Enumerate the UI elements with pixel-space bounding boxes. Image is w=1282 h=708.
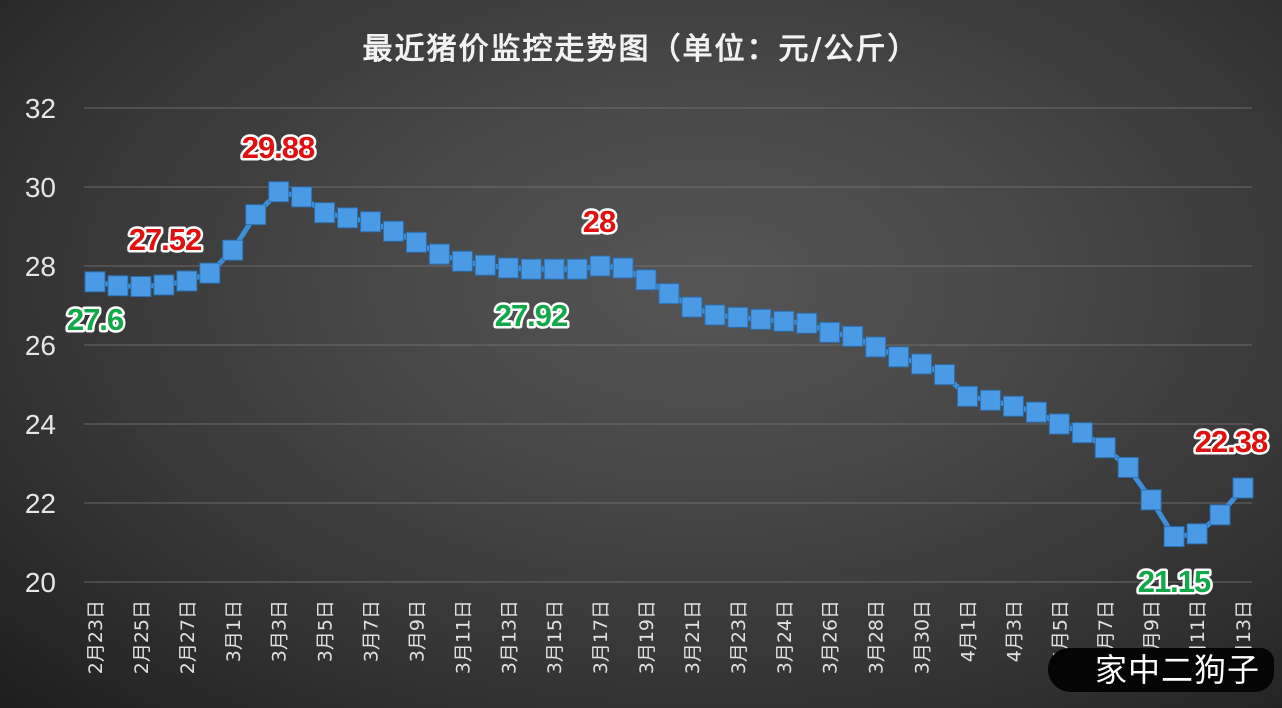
gridlines xyxy=(84,107,1252,583)
data-point-marker xyxy=(1163,526,1185,548)
data-point-marker xyxy=(635,269,657,291)
x-tick-label: 4月7日 xyxy=(1095,600,1117,662)
x-tick-label: 3月7日 xyxy=(361,600,383,662)
data-point-marker xyxy=(199,262,221,284)
data-point-marker xyxy=(107,275,129,297)
x-tick-label: 3月15日 xyxy=(544,600,566,674)
data-point-marker xyxy=(681,296,703,318)
data-point-marker xyxy=(1209,504,1231,526)
data-point-marker xyxy=(451,250,473,272)
high-value-label: 27.52 xyxy=(129,222,202,257)
data-point-marker xyxy=(1117,456,1139,478)
watermark: 家中二狗子 xyxy=(1048,648,1274,692)
data-point-marker xyxy=(314,202,336,224)
x-tick-label: 3月1日 xyxy=(223,600,245,662)
x-tick-label: 2月25日 xyxy=(131,600,153,674)
x-tick-label: 4月9日 xyxy=(1141,600,1163,662)
data-point-marker xyxy=(1232,477,1254,499)
x-tick-label: 4月3日 xyxy=(1003,600,1025,662)
x-tick-label: 2月23日 xyxy=(85,600,107,674)
data-point-marker xyxy=(911,353,933,375)
y-tick-label: 24 xyxy=(25,409,56,440)
data-point-marker xyxy=(819,321,841,343)
data-point-marker xyxy=(796,312,818,334)
data-point-marker xyxy=(497,257,519,279)
data-point-marker xyxy=(268,181,290,203)
data-point-marker xyxy=(474,254,496,276)
high-value-label: 29.88 xyxy=(242,130,315,165)
data-point-marker xyxy=(337,207,359,229)
x-axis-ticks: 2月23日 2月25日 2月27日 3月1日 3月3日 3月5日 3月7日 3月9日 3月11日… xyxy=(85,600,1255,674)
data-point-marker xyxy=(405,231,427,253)
data-point-marker xyxy=(360,211,382,233)
x-tick-label: 3月13日 xyxy=(498,600,520,674)
x-tick-label: 2月27日 xyxy=(177,600,199,674)
y-tick-label: 28 xyxy=(25,251,56,282)
data-point-marker xyxy=(589,255,611,277)
chart-title: 最近猪价监控走势图（单位：元/公斤） xyxy=(362,32,920,67)
data-point-marker xyxy=(865,336,887,358)
data-point-marker xyxy=(727,306,749,328)
data-markers xyxy=(84,181,1254,548)
y-tick-label: 20 xyxy=(25,567,56,598)
data-point-marker xyxy=(704,304,726,326)
data-point-marker xyxy=(520,258,542,280)
x-tick-label: 3月11日 xyxy=(452,600,474,674)
x-tick-label: 3月21日 xyxy=(682,600,704,674)
data-point-marker xyxy=(291,186,313,208)
data-point-marker xyxy=(956,385,978,407)
x-tick-label: 3月28日 xyxy=(866,600,888,674)
data-point-marker xyxy=(130,276,152,298)
data-point-marker xyxy=(750,308,772,330)
y-tick-label: 22 xyxy=(25,488,56,519)
x-tick-label: 3月26日 xyxy=(820,600,842,674)
data-point-marker xyxy=(612,257,634,279)
data-point-marker xyxy=(428,243,450,265)
data-point-marker xyxy=(1186,523,1208,545)
y-tick-label: 32 xyxy=(25,93,56,124)
data-point-marker xyxy=(1002,395,1024,417)
low-value-label: 21.15 xyxy=(1138,564,1211,599)
data-point-marker xyxy=(566,258,588,280)
x-tick-label: 3月30日 xyxy=(912,600,934,674)
price-line xyxy=(94,189,1245,540)
y-tick-label: 30 xyxy=(25,172,56,203)
x-tick-label: 3月23日 xyxy=(728,600,750,674)
low-value-label: 27.92 xyxy=(495,298,568,333)
data-point-marker xyxy=(934,364,956,386)
y-axis-ticks: 20 22 24 26 28 30 32 xyxy=(25,93,56,598)
data-point-marker xyxy=(382,220,404,242)
x-tick-label: 3月24日 xyxy=(774,600,796,674)
data-point-marker xyxy=(153,274,175,296)
x-tick-label: 3月5日 xyxy=(315,600,337,662)
data-point-marker xyxy=(245,204,267,226)
data-point-marker xyxy=(658,283,680,305)
data-point-marker xyxy=(84,271,106,293)
x-tick-label: 3月17日 xyxy=(590,600,612,674)
data-point-marker xyxy=(1048,413,1070,435)
x-tick-label: 4月1日 xyxy=(957,600,979,662)
data-point-marker xyxy=(222,239,244,261)
data-point-marker xyxy=(1071,422,1093,444)
data-point-marker xyxy=(543,258,565,280)
x-tick-label: 3月9日 xyxy=(406,600,428,662)
data-point-marker xyxy=(979,389,1001,411)
data-point-marker xyxy=(1025,401,1047,423)
data-point-marker xyxy=(1140,489,1162,511)
low-value-label: 27.6 xyxy=(67,302,124,337)
high-value-label: 28 xyxy=(583,204,616,239)
data-labels: 27.6 27.52 29.88 28 27.92 21.15 22.38 xyxy=(64,128,1271,602)
x-tick-label: 3月19日 xyxy=(636,600,658,674)
data-point-marker xyxy=(888,346,910,368)
data-point-marker xyxy=(773,310,795,332)
high-value-label: 22.38 xyxy=(1195,424,1268,459)
y-tick-label: 26 xyxy=(25,330,56,361)
data-point-marker xyxy=(842,325,864,347)
x-tick-label: 3月3日 xyxy=(269,600,291,662)
data-point-marker xyxy=(1094,437,1116,459)
x-tick-label: 4月5日 xyxy=(1049,600,1071,662)
data-point-marker xyxy=(176,270,198,292)
